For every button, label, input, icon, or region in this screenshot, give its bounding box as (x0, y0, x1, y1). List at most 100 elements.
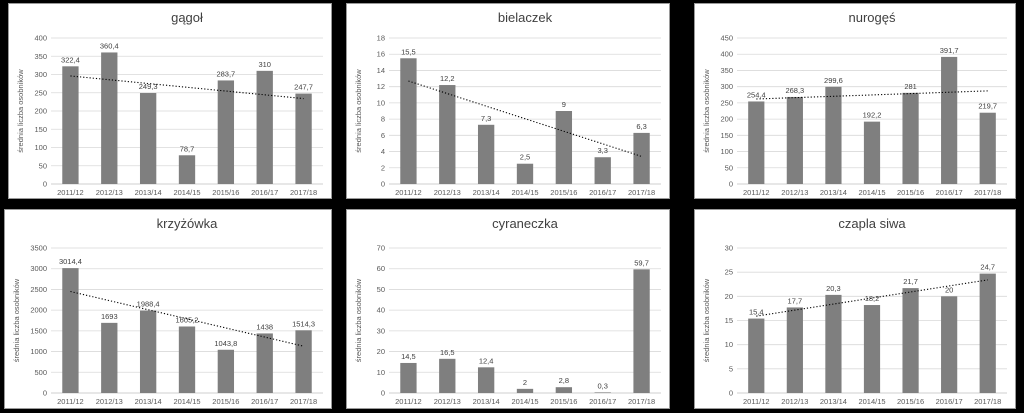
data-label: 17,7 (788, 296, 803, 305)
y-tick-label: 150 (720, 131, 733, 140)
bar (902, 288, 919, 393)
bar (400, 58, 417, 184)
chart-svg: gągoł średnia liczba osobników 0 50 100 150 20… (16, 10, 323, 197)
y-tick-label: 30 (377, 326, 385, 335)
x-tick-label: 2011/12 (743, 188, 770, 197)
data-label: 59,7 (634, 258, 649, 267)
bar (516, 163, 534, 184)
y-tick-label: 10 (725, 340, 733, 349)
y-tick-label: 0 (43, 180, 47, 189)
data-label: 9 (562, 100, 566, 109)
y-tick-label: 25 (725, 268, 733, 277)
x-tick-label: 2014/15 (511, 397, 538, 406)
y-axis-label: średnia liczba osobników (354, 278, 363, 362)
y-tick-label: 3000 (30, 264, 47, 273)
bar (633, 132, 650, 184)
x-tick-label: 2011/12 (57, 188, 84, 197)
bar (979, 273, 996, 393)
data-label: 16,5 (440, 348, 455, 357)
x-tick-label: 2016/17 (936, 397, 963, 406)
data-label: 310 (258, 60, 271, 69)
data-label: 24,7 (980, 263, 995, 272)
bar (748, 318, 765, 393)
data-label: 78,7 (180, 144, 195, 153)
y-tick-label: 15 (725, 316, 733, 325)
x-tick-label: 2015/16 (550, 188, 577, 197)
data-label: 299,6 (824, 76, 843, 85)
data-label: 21,7 (903, 277, 918, 286)
x-tick-label: 2015/16 (212, 397, 239, 406)
bar (62, 268, 79, 393)
data-label: 20 (945, 285, 953, 294)
chart-panel-czapla-siwa: czapla siwa średnia liczba osobników 0 5 10 1… (694, 209, 1016, 409)
data-label: 15,4 (749, 308, 764, 317)
y-tick-label: 40 (377, 306, 385, 315)
bar (555, 111, 573, 184)
x-tick-label: 2015/16 (212, 188, 239, 197)
chart-title: gągoł (171, 10, 203, 25)
x-tick-label: 2016/17 (251, 397, 278, 406)
x-tick-label: 2012/13 (96, 188, 123, 197)
data-label: 192,2 (863, 111, 882, 120)
y-axis-label: średnia liczba osobników (12, 278, 21, 362)
bar (178, 326, 196, 393)
data-label: 1693 (101, 312, 118, 321)
x-tick-label: 2013/14 (820, 397, 847, 406)
bar (217, 80, 235, 184)
y-tick-label: 400 (720, 50, 733, 59)
chart-title: czapla siwa (838, 216, 906, 231)
y-tick-label: 10 (377, 98, 385, 107)
bar (633, 269, 650, 393)
y-tick-label: 60 (377, 264, 385, 273)
x-tick-label: 2014/15 (511, 188, 538, 197)
bar (477, 124, 495, 184)
trend-line (408, 80, 642, 157)
chart-svg: nurogęś średnia liczba osobników 0 50 100 150… (702, 10, 1007, 197)
y-tick-label: 1500 (30, 326, 47, 335)
chart-title: bielaczek (498, 10, 553, 25)
trend-line (70, 75, 304, 100)
y-tick-label: 2000 (30, 306, 47, 315)
y-tick-label: 350 (34, 52, 47, 61)
y-tick-label: 350 (720, 66, 733, 75)
y-tick-label: 400 (34, 34, 47, 43)
x-tick-label: 2012/13 (781, 188, 808, 197)
y-tick-label: 0 (729, 389, 733, 398)
y-tick-label: 250 (34, 88, 47, 97)
data-label: 18,2 (865, 294, 880, 303)
bar (101, 322, 118, 393)
y-tick-label: 100 (34, 143, 47, 152)
bar (594, 392, 611, 393)
bar (139, 93, 157, 184)
bar (786, 307, 803, 393)
chart-svg: krzyżówka średnia liczba osobników 0 500 100… (12, 216, 323, 406)
data-label: 281 (904, 82, 917, 91)
y-axis-label: średnia liczba osobników (16, 69, 25, 153)
data-label: 283,7 (216, 69, 235, 78)
x-tick-label: 2012/13 (96, 397, 123, 406)
y-tick-label: 0 (381, 180, 385, 189)
data-label: 247,7 (294, 83, 313, 92)
chart-panel-nuroges: nurogęś średnia liczba osobników 0 50 100 150… (694, 3, 1016, 199)
data-label: 219,7 (978, 102, 997, 111)
x-tick-label: 2017/18 (628, 188, 655, 197)
y-tick-label: 1000 (30, 347, 47, 356)
y-tick-label: 50 (39, 161, 47, 170)
y-tick-label: 16 (377, 50, 385, 59)
x-tick-label: 2017/18 (628, 397, 655, 406)
y-tick-label: 4 (381, 147, 385, 156)
x-tick-label: 2014/15 (858, 188, 885, 197)
bar (295, 93, 312, 184)
y-axis-label: średnia liczba osobników (702, 278, 711, 362)
data-label: 2,8 (559, 376, 569, 385)
y-tick-label: 250 (720, 98, 733, 107)
chart-title: cyraneczka (492, 216, 559, 231)
chart-panel-cyraneczka: cyraneczka średnia liczba osobników 0 10 20 3… (346, 209, 670, 409)
data-label: 1043,8 (214, 339, 237, 348)
y-tick-label: 2500 (30, 285, 47, 294)
data-label: 268,3 (785, 86, 804, 95)
x-tick-label: 2012/13 (434, 188, 461, 197)
x-tick-label: 2011/12 (395, 397, 422, 406)
x-tick-label: 2011/12 (57, 397, 84, 406)
y-tick-label: 50 (725, 163, 733, 172)
